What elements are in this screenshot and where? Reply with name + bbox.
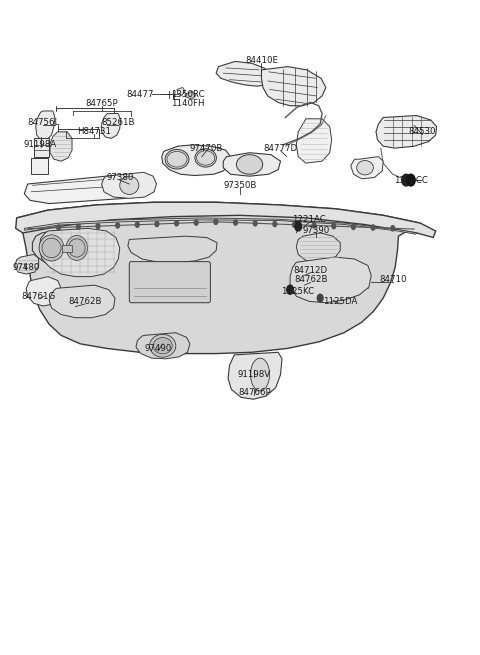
Ellipse shape xyxy=(165,149,189,169)
Polygon shape xyxy=(102,172,156,198)
FancyBboxPatch shape xyxy=(129,261,210,303)
Polygon shape xyxy=(15,254,38,274)
Ellipse shape xyxy=(120,176,139,195)
Ellipse shape xyxy=(42,238,61,257)
Circle shape xyxy=(155,221,159,227)
Polygon shape xyxy=(102,113,120,138)
Circle shape xyxy=(287,285,293,294)
Polygon shape xyxy=(24,218,417,234)
Ellipse shape xyxy=(66,236,87,260)
Ellipse shape xyxy=(167,151,187,167)
Polygon shape xyxy=(376,115,437,148)
Polygon shape xyxy=(26,276,61,306)
Polygon shape xyxy=(216,62,274,86)
Text: 97380: 97380 xyxy=(106,173,133,182)
Polygon shape xyxy=(49,285,115,318)
Text: 1140FH: 1140FH xyxy=(171,100,204,108)
Text: 1221AC: 1221AC xyxy=(292,215,326,225)
Circle shape xyxy=(194,220,198,225)
Text: 1339CC: 1339CC xyxy=(394,176,428,185)
Ellipse shape xyxy=(357,160,373,175)
Circle shape xyxy=(273,221,276,227)
Text: 97390: 97390 xyxy=(303,227,330,235)
Text: 84477: 84477 xyxy=(126,90,154,98)
Ellipse shape xyxy=(251,358,270,391)
Circle shape xyxy=(76,224,80,229)
Polygon shape xyxy=(34,138,49,157)
Polygon shape xyxy=(33,231,90,266)
Polygon shape xyxy=(36,111,55,140)
Polygon shape xyxy=(50,132,72,161)
Polygon shape xyxy=(290,257,371,303)
Circle shape xyxy=(351,224,355,229)
Circle shape xyxy=(312,223,316,228)
Ellipse shape xyxy=(153,337,172,354)
Text: H84731: H84731 xyxy=(77,127,111,136)
Text: 1125KC: 1125KC xyxy=(281,287,314,296)
Circle shape xyxy=(332,223,336,229)
Polygon shape xyxy=(177,88,185,96)
Circle shape xyxy=(135,222,139,227)
Text: 91198A: 91198A xyxy=(24,140,57,149)
Ellipse shape xyxy=(237,155,263,174)
Text: 84766P: 84766P xyxy=(238,388,271,397)
Text: 85261B: 85261B xyxy=(102,117,135,126)
Text: 97490: 97490 xyxy=(144,344,171,353)
Ellipse shape xyxy=(69,239,85,257)
Text: 84710: 84710 xyxy=(379,275,407,284)
Text: 1125DA: 1125DA xyxy=(323,297,358,306)
Polygon shape xyxy=(228,352,282,400)
Polygon shape xyxy=(136,333,190,359)
Ellipse shape xyxy=(150,334,176,357)
Polygon shape xyxy=(262,67,326,105)
Polygon shape xyxy=(39,229,120,276)
Circle shape xyxy=(214,219,218,225)
FancyBboxPatch shape xyxy=(61,245,72,252)
Text: 97480: 97480 xyxy=(12,263,40,272)
Text: 84762B: 84762B xyxy=(294,275,327,284)
Circle shape xyxy=(234,220,238,225)
Polygon shape xyxy=(296,233,340,262)
Text: 84761G: 84761G xyxy=(22,291,56,301)
Circle shape xyxy=(253,221,257,226)
Circle shape xyxy=(116,223,120,228)
Text: 1350RC: 1350RC xyxy=(171,90,204,98)
Polygon shape xyxy=(162,145,230,176)
Text: 84712D: 84712D xyxy=(294,266,328,274)
Polygon shape xyxy=(24,174,142,204)
Polygon shape xyxy=(31,158,48,174)
Polygon shape xyxy=(351,157,383,179)
Text: 97470B: 97470B xyxy=(190,143,223,153)
Text: 84756L: 84756L xyxy=(27,117,60,126)
Polygon shape xyxy=(185,92,196,99)
Circle shape xyxy=(317,294,323,302)
Circle shape xyxy=(96,223,100,229)
Text: 84777D: 84777D xyxy=(264,143,298,153)
Circle shape xyxy=(175,221,179,226)
Ellipse shape xyxy=(197,151,215,165)
Circle shape xyxy=(292,222,296,227)
Polygon shape xyxy=(16,202,436,238)
Polygon shape xyxy=(296,119,332,163)
Circle shape xyxy=(57,225,60,230)
Polygon shape xyxy=(17,202,420,354)
Polygon shape xyxy=(128,236,217,262)
Circle shape xyxy=(371,225,375,230)
Circle shape xyxy=(295,222,301,231)
Text: 91198V: 91198V xyxy=(238,370,271,379)
Circle shape xyxy=(391,226,395,231)
Polygon shape xyxy=(223,153,281,176)
Text: 84762B: 84762B xyxy=(68,297,102,306)
Circle shape xyxy=(402,174,410,186)
Ellipse shape xyxy=(195,149,216,167)
Circle shape xyxy=(407,174,415,186)
Text: 84765P: 84765P xyxy=(85,100,118,108)
Ellipse shape xyxy=(39,235,64,261)
Text: 97350B: 97350B xyxy=(223,181,257,190)
Text: 84530: 84530 xyxy=(408,127,436,136)
Text: 84410E: 84410E xyxy=(245,56,278,65)
